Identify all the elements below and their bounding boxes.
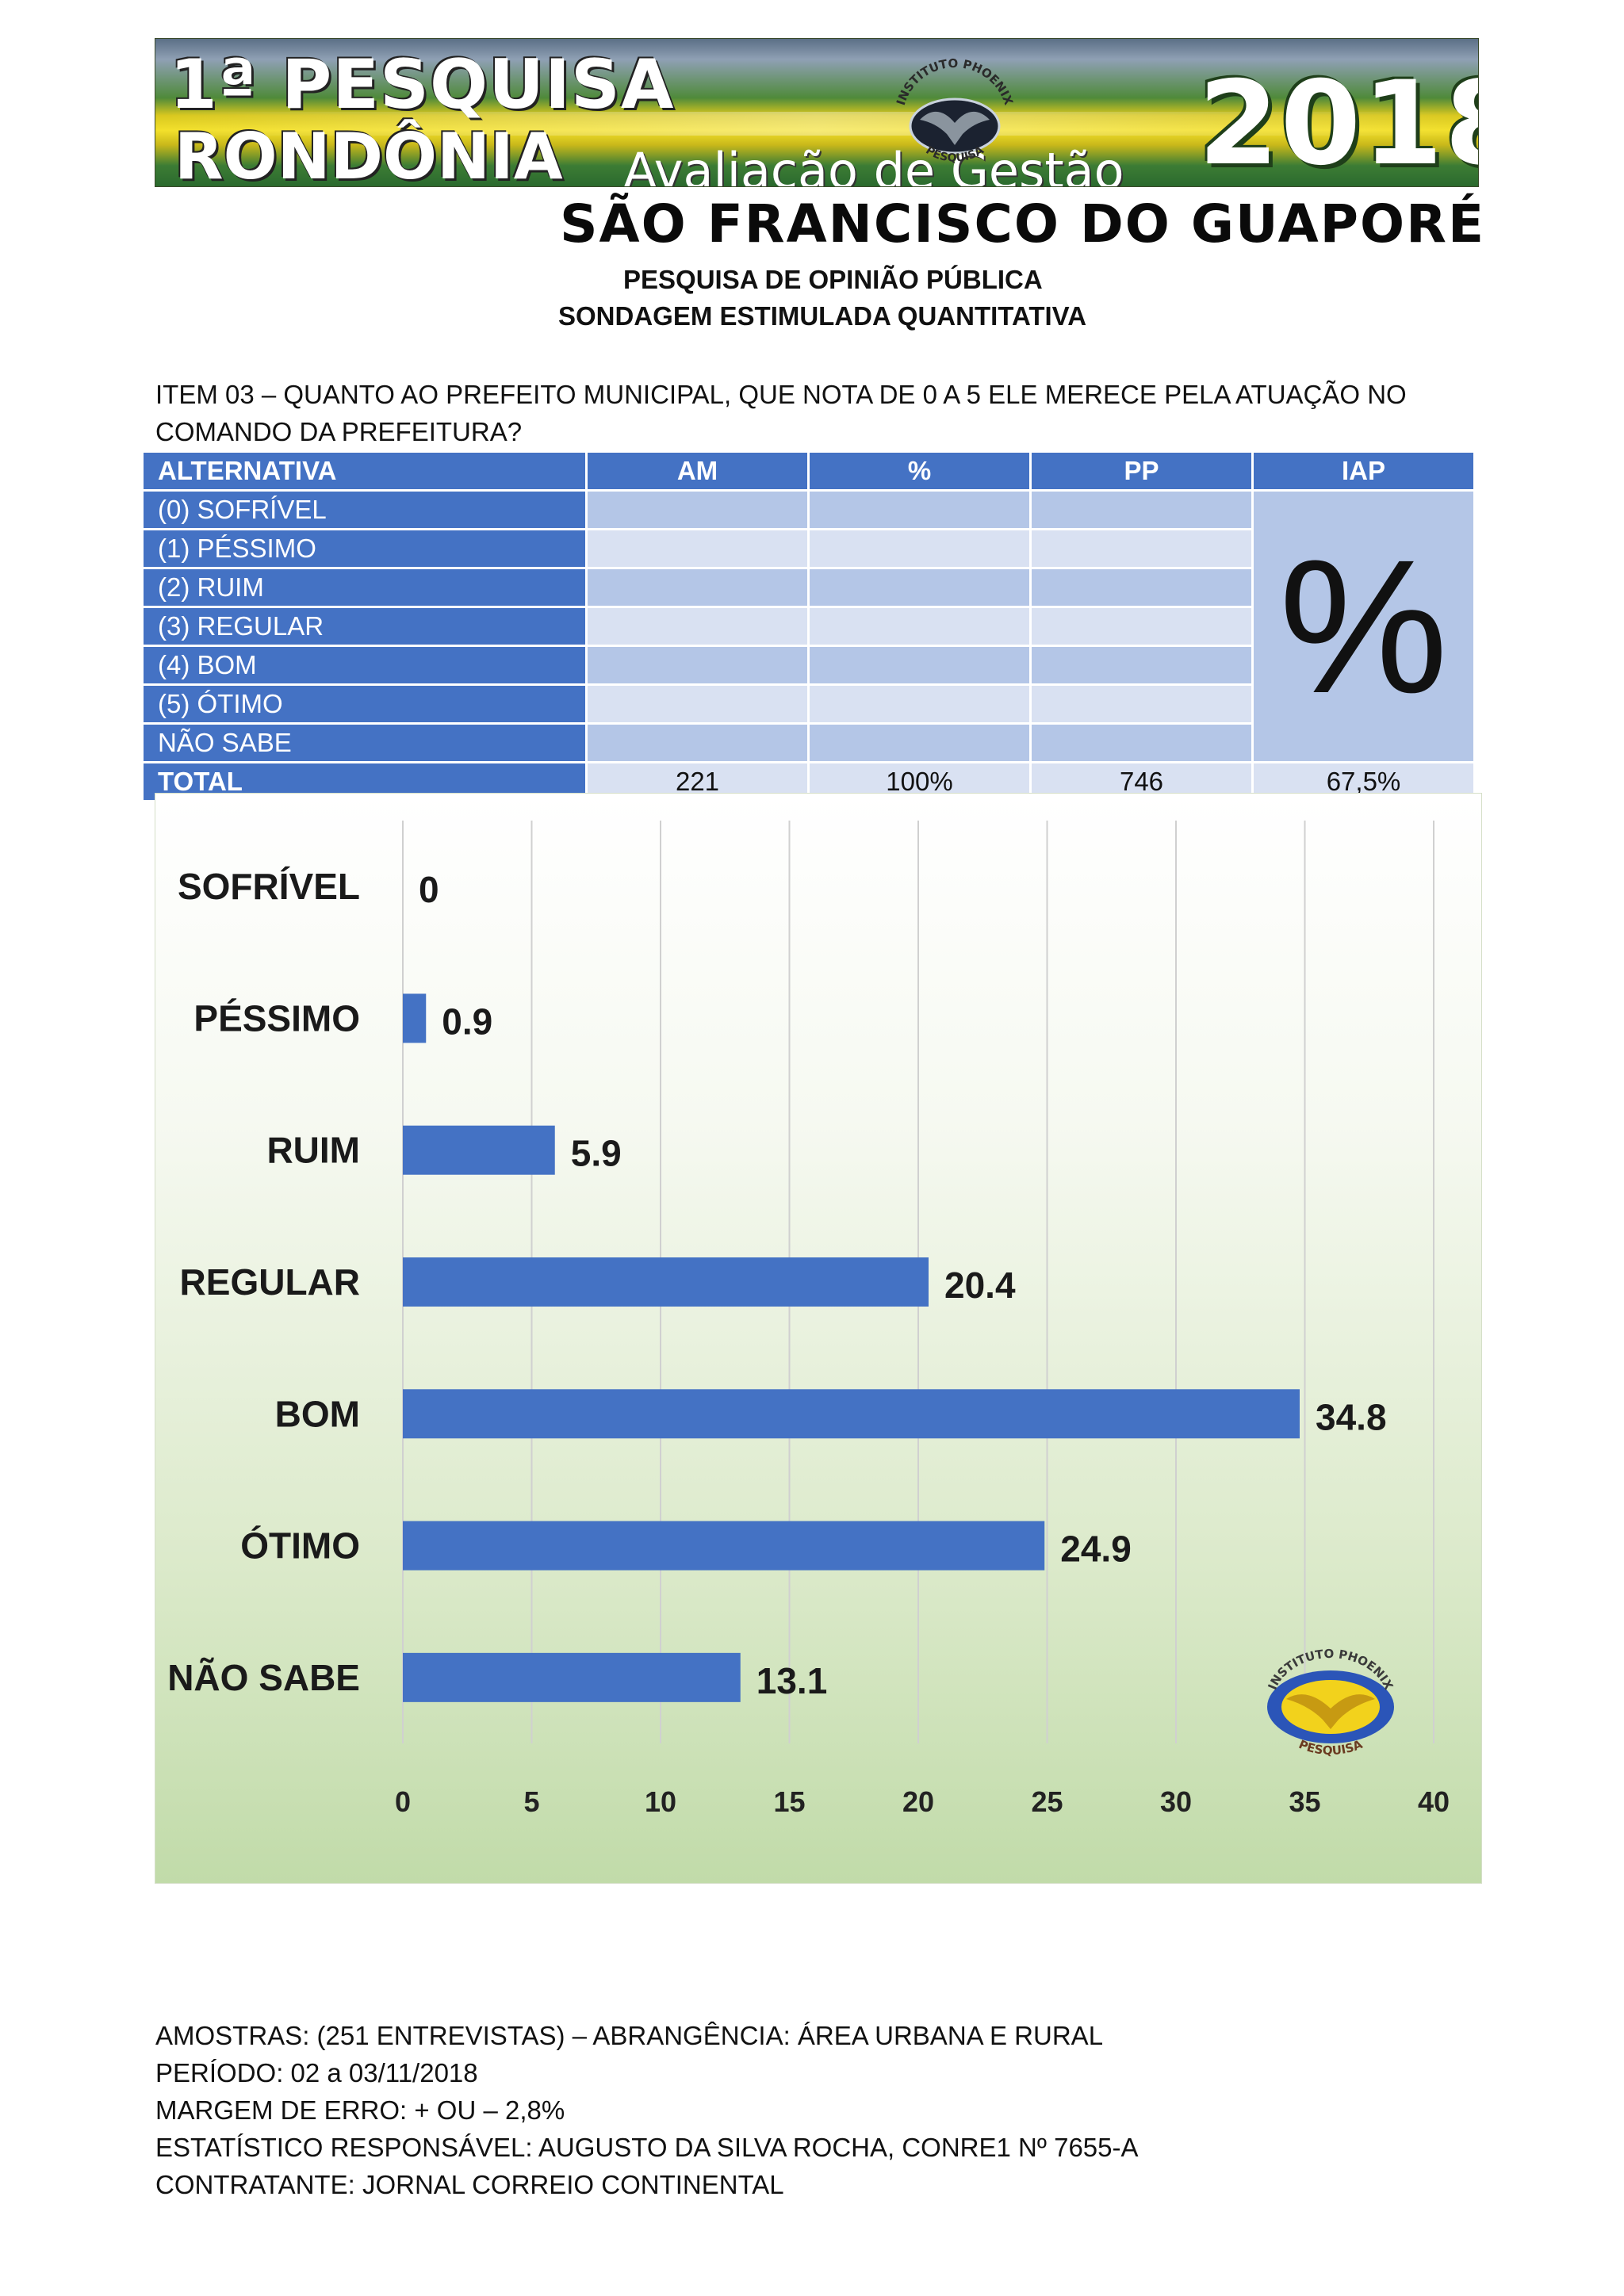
table-row: (5) ÓTIMO — [141, 683, 1475, 725]
am-cell — [585, 645, 810, 686]
data-label: 13.1 — [756, 1660, 828, 1701]
banner-subtitle: Avaliação de Gestão — [623, 142, 1124, 187]
banner-stripe — [155, 112, 1478, 136]
x-tick-label: 15 — [773, 1785, 805, 1818]
survey-type: PESQUISA DE OPINIÃO PÚBLICA — [623, 265, 1043, 294]
row-label: NÃO SABE — [141, 722, 588, 763]
bar — [403, 1652, 741, 1702]
row-label: (5) ÓTIMO — [141, 683, 588, 725]
category-label: SOFRÍVEL — [178, 866, 360, 907]
header-iap: IAP — [1251, 450, 1476, 492]
data-label: 34.8 — [1316, 1396, 1387, 1437]
table-row: NÃO SABE — [141, 722, 1475, 763]
bar — [403, 1521, 1045, 1571]
category-label: BOM — [275, 1393, 360, 1434]
x-tick-label: 30 — [1160, 1785, 1192, 1818]
pp-cell — [1029, 722, 1254, 763]
pp-cell — [1029, 489, 1254, 530]
am-cell — [585, 489, 810, 530]
row-label: (0) SOFRÍVEL — [141, 489, 588, 530]
data-label: 20.4 — [944, 1265, 1016, 1306]
data-label: 24.9 — [1060, 1529, 1132, 1570]
pct-cell — [807, 489, 1032, 530]
row-label: (1) PÉSSIMO — [141, 528, 588, 569]
x-tick-label: 35 — [1289, 1785, 1320, 1818]
category-label: NÃO SABE — [167, 1657, 360, 1698]
header-alternativa: ALTERNATIVA — [141, 450, 588, 492]
footer-info: AMOSTRAS: (251 ENTREVISTAS) – ABRANGÊNCI… — [155, 2017, 1139, 2203]
city-title: SÃO FRANCISCO DO GUAPORÉ — [560, 193, 1486, 254]
bar-chart: 0 5 10 15 20 25 30 35 40 SOFRÍVEL 0 PÉSSIMO 0.9 RUIM 5… — [155, 793, 1482, 1884]
category-label: PÉSSIMO — [193, 997, 360, 1039]
pct-cell — [807, 606, 1032, 647]
data-label: 5.9 — [571, 1133, 622, 1174]
header-banner: 1ª PESQUISA RONDÔNIA Avaliação de Gestão… — [155, 38, 1479, 187]
x-tick-label: 5 — [523, 1785, 539, 1818]
footer-period: PERÍODO: 02 a 03/11/2018 — [155, 2058, 478, 2087]
am-cell — [585, 528, 810, 569]
x-tick-label: 20 — [902, 1785, 934, 1818]
footer-statistician: ESTATÍSTICO RESPONSÁVEL: AUGUSTO DA SILV… — [155, 2133, 1139, 2162]
header-pp: PP — [1029, 450, 1254, 492]
table-row: (4) BOM — [141, 645, 1475, 686]
am-cell — [585, 683, 810, 725]
pct-cell — [807, 528, 1032, 569]
bar — [403, 1389, 1300, 1439]
survey-method: SONDAGEM ESTIMULADA QUANTITATIVA — [558, 301, 1087, 331]
row-label: (3) REGULAR — [141, 606, 588, 647]
iap-percent-symbol: % — [1251, 489, 1476, 763]
banner-title-line2: RONDÔNIA — [174, 120, 563, 187]
bar — [403, 1125, 555, 1175]
am-cell — [585, 606, 810, 647]
header-am: AM — [585, 450, 810, 492]
row-label: (2) RUIM — [141, 567, 588, 608]
pp-cell — [1029, 528, 1254, 569]
phoenix-emblem-logo: INSTITUTO PHOENIX PESQUISA — [894, 56, 1016, 165]
data-label: 0 — [419, 869, 439, 910]
table-row: (0) SOFRÍVEL % — [141, 489, 1476, 763]
header-percent: % — [807, 450, 1032, 492]
banner-year: 2018 — [1198, 56, 1478, 187]
am-cell — [585, 567, 810, 608]
pp-cell — [1029, 567, 1254, 608]
bar — [403, 993, 427, 1043]
x-tick-label: 10 — [645, 1785, 676, 1818]
x-tick-label: 25 — [1031, 1785, 1063, 1818]
pct-cell — [807, 683, 1032, 725]
category-label: RUIM — [266, 1130, 360, 1171]
pp-cell — [1029, 606, 1254, 647]
x-tick-label: 0 — [395, 1785, 411, 1818]
table-row: (2) RUIM — [141, 567, 1475, 608]
category-label: ÓTIMO — [240, 1525, 360, 1567]
banner-title-line1: 1ª PESQUISA — [170, 45, 675, 124]
footer-contractor: CONTRATANTE: JORNAL CORREIO CONTINENTAL — [155, 2170, 784, 2199]
table-header-row: ALTERNATIVA AM % PP IAP — [141, 450, 1476, 492]
pct-cell — [807, 567, 1032, 608]
x-tick-label: 40 — [1418, 1785, 1450, 1818]
results-table: ALTERNATIVA AM % PP IAP (0) SOFRÍVEL % (… — [141, 450, 1476, 802]
bar — [403, 1257, 929, 1307]
footer-samples: AMOSTRAS: (251 ENTREVISTAS) – ABRANGÊNCI… — [155, 2021, 1104, 2050]
footer-margin: MARGEM DE ERRO: + OU – 2,8% — [155, 2095, 565, 2125]
row-label: (4) BOM — [141, 645, 588, 686]
table-row: (1) PÉSSIMO — [141, 528, 1475, 569]
question-text: ITEM 03 – QUANTO AO PREFEITO MUNICIPAL, … — [155, 380, 1407, 446]
pct-cell — [807, 722, 1032, 763]
am-cell — [585, 722, 810, 763]
table-row: (3) REGULAR — [141, 606, 1475, 647]
data-label: 0.9 — [442, 1001, 492, 1042]
bar-chart-svg: 0 5 10 15 20 25 30 35 40 SOFRÍVEL 0 PÉSSIMO 0.9 RUIM 5… — [167, 821, 1450, 1818]
category-label: REGULAR — [180, 1261, 360, 1303]
pct-cell — [807, 645, 1032, 686]
phoenix-watermark-logo: INSTITUTO PHOENIX PESQUISA — [1265, 1647, 1396, 1758]
pp-cell — [1029, 645, 1254, 686]
pp-cell — [1029, 683, 1254, 725]
